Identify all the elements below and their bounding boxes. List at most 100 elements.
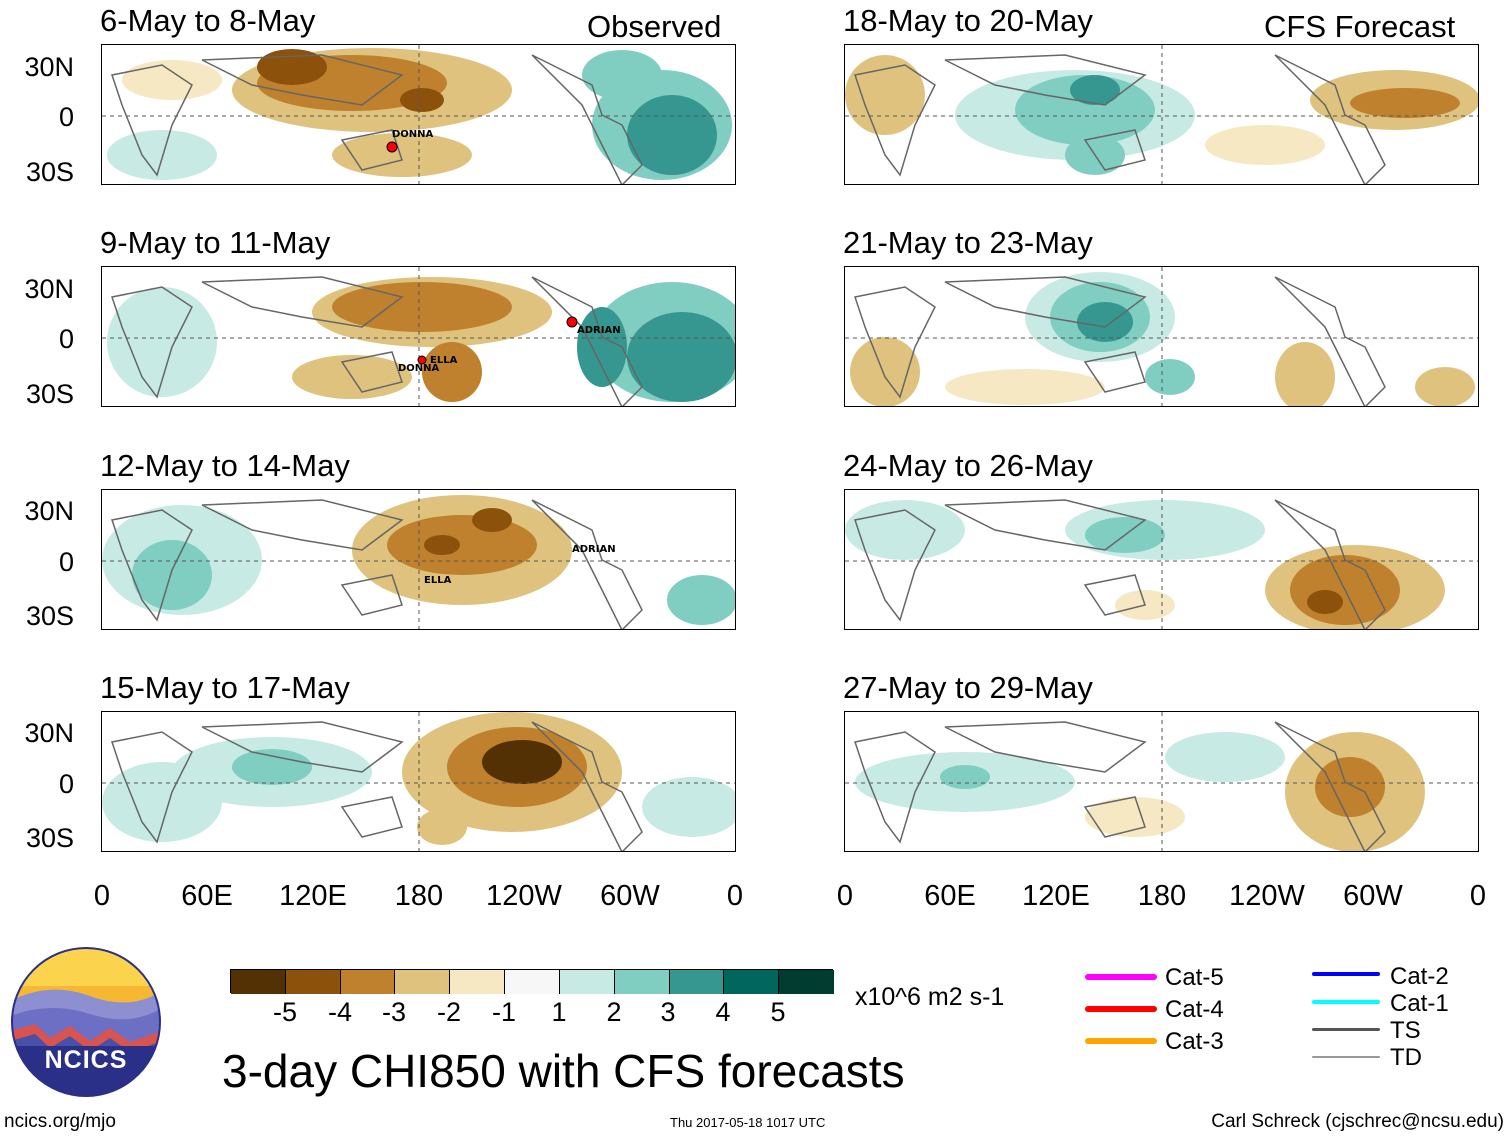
panel-title: 24-May to 26-May — [843, 448, 1093, 483]
anomaly-map — [845, 712, 1478, 851]
lon-label: 180 — [1137, 880, 1187, 912]
colorbar-swatch — [340, 970, 396, 994]
legend-line-cat2 — [1312, 972, 1380, 976]
panel-title: 18-May to 20-May — [843, 3, 1093, 38]
panel-title: 15-May to 17-May — [100, 670, 350, 705]
colorbar-swatch — [779, 970, 834, 994]
lon-label: 0 — [93, 880, 111, 912]
map-panel-observed-4 — [101, 711, 736, 852]
storm-label: ADRIAN — [577, 325, 621, 336]
main-title: 3-day CHI850 with CFS forecasts — [222, 1045, 905, 1097]
colorbar-swatch — [395, 970, 451, 994]
ncics-logo: NCICS — [10, 946, 162, 1098]
lon-label: 60E — [181, 880, 233, 912]
lon-label: 120W — [1229, 880, 1305, 912]
panel-title: 6-May to 8-May — [100, 3, 316, 38]
anomaly-map — [845, 490, 1478, 629]
anomaly-map — [102, 712, 735, 851]
anomaly-map — [845, 267, 1478, 406]
logo-icon — [11, 947, 161, 1097]
observed-label: Observed — [587, 9, 722, 44]
colorbar-swatch — [231, 970, 286, 994]
map-panel-observed-1: DONNA — [101, 44, 736, 185]
colorbar-tick: 5 — [770, 997, 786, 1027]
colorbar-tick: 3 — [660, 997, 676, 1027]
legend-line-cat5 — [1085, 974, 1157, 980]
lat-label: 0 — [58, 102, 74, 132]
storm-label: DONNA — [398, 363, 440, 374]
footer-url[interactable]: ncics.org/mjo — [4, 1111, 116, 1132]
legend-line-td — [1312, 1056, 1380, 1058]
lon-label: 120E — [279, 880, 347, 912]
colorbar — [230, 969, 834, 994]
legend-label-cat2: Cat-2 — [1390, 963, 1449, 990]
legend-line-cat1 — [1312, 1000, 1380, 1004]
storm-label: DONNA — [392, 129, 434, 140]
lat-label: 0 — [58, 324, 74, 354]
lon-label: 120E — [1022, 880, 1090, 912]
map-panel-forecast-1 — [844, 44, 1479, 185]
legend-label-cat4: Cat-4 — [1165, 996, 1224, 1023]
lat-label: 30N — [24, 52, 74, 82]
lon-label: 120W — [486, 880, 562, 912]
colorbar-swatch — [285, 970, 341, 994]
map-panel-forecast-3 — [844, 489, 1479, 630]
lat-label: 0 — [58, 547, 74, 577]
panel-title: 27-May to 29-May — [843, 670, 1093, 705]
legend-label-cat1: Cat-1 — [1390, 990, 1449, 1017]
map-panel-forecast-2 — [844, 266, 1479, 407]
colorbar-units: x10^6 m2 s-1 — [855, 983, 1005, 1011]
lon-label: 0 — [726, 880, 744, 912]
legend-line-ts — [1312, 1028, 1380, 1031]
colorbar-swatch — [450, 970, 506, 994]
anomaly-map: ADRIAN ELLA — [102, 490, 735, 629]
lat-label: 0 — [58, 769, 74, 799]
footer-timestamp: Thu 2017-05-18 1017 UTC — [670, 1115, 826, 1130]
storm-label: ADRIAN — [572, 544, 616, 555]
colorbar-tick: -1 — [491, 997, 517, 1027]
lat-label: 30S — [25, 379, 74, 409]
colorbar-tick: -2 — [436, 997, 462, 1027]
colorbar-swatch — [724, 970, 780, 994]
panel-title: 12-May to 14-May — [100, 448, 350, 483]
legend-line-cat3 — [1085, 1038, 1157, 1044]
panel-title: 9-May to 11-May — [100, 225, 331, 260]
panel-title: 21-May to 23-May — [843, 225, 1093, 260]
anomaly-map: ADRIAN ELLA DONNA — [102, 267, 735, 406]
map-panel-observed-2: ADRIAN ELLA DONNA — [101, 266, 736, 407]
legend-label-cat3: Cat-3 — [1165, 1028, 1224, 1055]
lat-label: 30S — [25, 157, 74, 187]
lon-label: 180 — [394, 880, 444, 912]
lon-label: 0 — [836, 880, 854, 912]
anomaly-map: DONNA — [102, 45, 735, 184]
lat-label: 30N — [24, 718, 74, 748]
map-panel-forecast-4 — [844, 711, 1479, 852]
lon-label: 60W — [600, 880, 660, 912]
lon-label: 60E — [924, 880, 976, 912]
colorbar-tick: 1 — [551, 997, 567, 1027]
colorbar-tick: -3 — [381, 997, 407, 1027]
colorbar-tick: -5 — [272, 997, 298, 1027]
map-panel-observed-3: ADRIAN ELLA — [101, 489, 736, 630]
legend-label-cat5: Cat-5 — [1165, 964, 1224, 991]
colorbar-tick: 4 — [715, 997, 731, 1027]
lon-label: 60W — [1343, 880, 1403, 912]
colorbar-swatch — [614, 970, 670, 994]
storm-label: ELLA — [424, 575, 452, 586]
colorbar-tick: -4 — [327, 997, 353, 1027]
storm-label: ELLA — [430, 355, 458, 366]
legend-label-td: TD — [1390, 1044, 1422, 1071]
lat-label: 30S — [25, 823, 74, 853]
lat-label: 30N — [24, 496, 74, 526]
lat-label: 30N — [24, 274, 74, 304]
forecast-label: CFS Forecast — [1264, 9, 1456, 44]
lon-label: 0 — [1469, 880, 1487, 912]
anomaly-map — [845, 45, 1478, 184]
colorbar-swatch — [505, 970, 560, 994]
colorbar-swatch — [559, 970, 615, 994]
legend-line-cat4 — [1085, 1006, 1157, 1012]
colorbar-swatch — [669, 970, 725, 994]
legend-label-ts: TS — [1390, 1017, 1421, 1044]
footer-credit: Carl Schreck (cjschrec@ncsu.edu) — [1211, 1111, 1504, 1132]
colorbar-tick: 2 — [606, 997, 622, 1027]
